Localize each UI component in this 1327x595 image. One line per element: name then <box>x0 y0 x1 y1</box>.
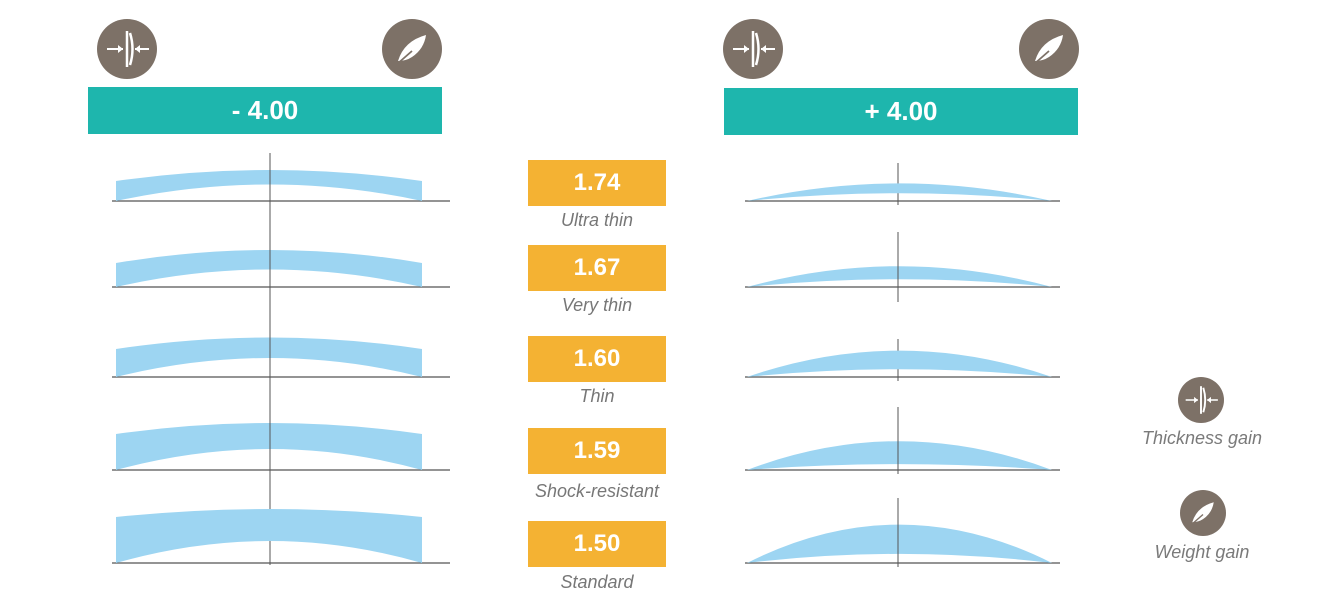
index-label: Very thin <box>561 295 633 315</box>
minus-lens-profile <box>116 250 422 287</box>
index-box: 1.50 <box>528 521 666 567</box>
minus-lens-profile <box>116 423 422 470</box>
index-box: 1.59 <box>528 428 666 474</box>
index-label: Thin <box>579 386 615 406</box>
plus-lens-profile <box>747 183 1052 201</box>
plus-lens-profile <box>747 524 1052 563</box>
legend-weight-label: Weight gain <box>1154 542 1250 562</box>
feather-weight-icon <box>382 19 442 79</box>
index-box: 1.74 <box>528 160 666 206</box>
minus-lens-profile <box>116 337 422 377</box>
thickness-icon <box>97 19 157 79</box>
feather-weight-icon <box>1180 490 1226 536</box>
feather-weight-icon <box>1019 19 1079 79</box>
index-label: Standard <box>560 572 634 592</box>
thickness-icon <box>723 19 783 79</box>
plus-power-banner: + 4.00 <box>724 88 1078 135</box>
thickness-icon <box>1178 377 1224 423</box>
minus-lens-profile <box>116 509 422 563</box>
minus-lens-profile <box>116 170 422 201</box>
index-label: Shock-resistant <box>534 481 660 501</box>
index-box: 1.60 <box>528 336 666 382</box>
index-box: 1.67 <box>528 245 666 291</box>
plus-lens-profile <box>747 266 1052 287</box>
minus-power-banner: - 4.00 <box>88 87 442 134</box>
plus-lens-profile <box>747 350 1052 377</box>
index-label: Ultra thin <box>560 210 634 230</box>
plus-lens-profile <box>747 441 1052 470</box>
legend-thickness-label: Thickness gain <box>1141 428 1263 448</box>
